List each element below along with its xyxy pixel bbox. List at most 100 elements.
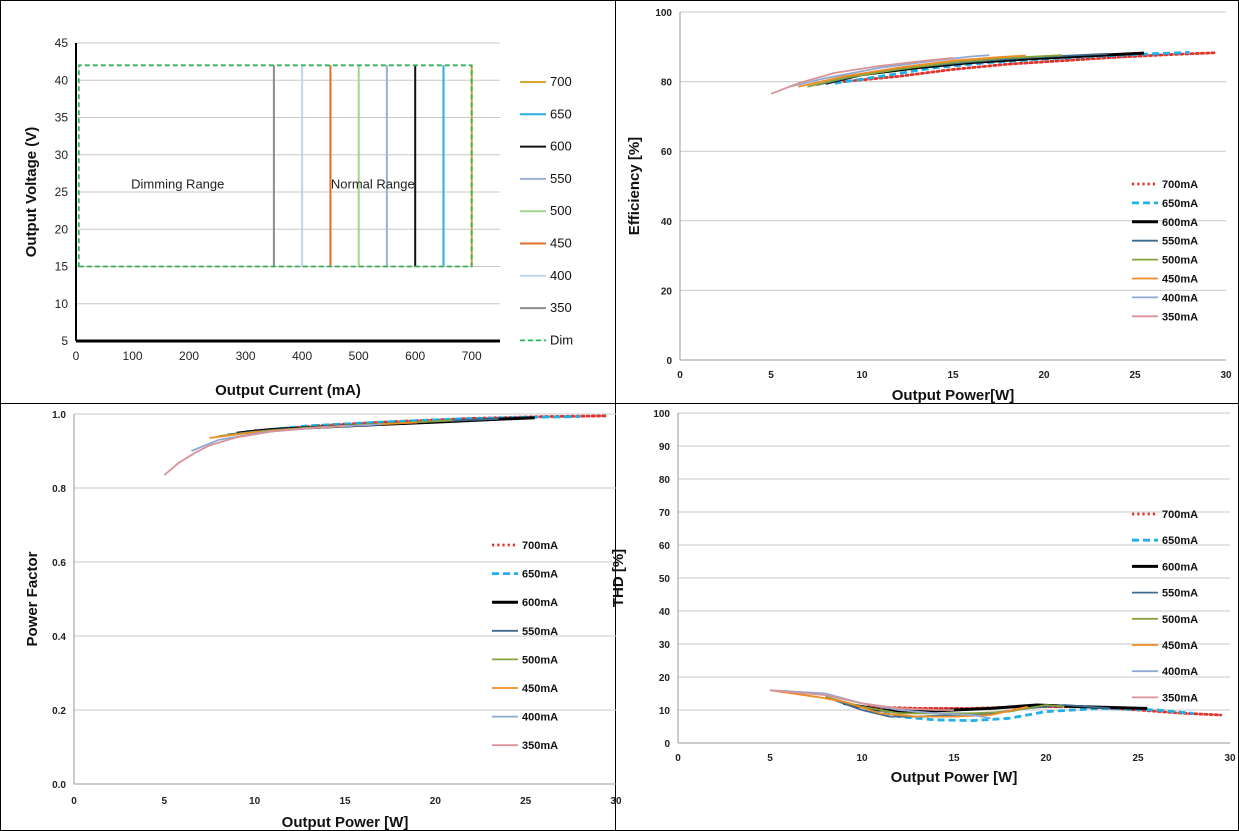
series-line-500ma xyxy=(807,54,1063,88)
series-line-400ma xyxy=(769,689,991,720)
region-label-normal-range: Normal Range xyxy=(331,176,415,191)
legend-label-400ma: 400mA xyxy=(1162,292,1198,304)
legend-label-600ma: 600mA xyxy=(522,597,558,609)
x-tick-label: 200 xyxy=(179,349,199,363)
series-line-400ma xyxy=(788,54,990,88)
series-line-350ma xyxy=(770,57,954,95)
y-axis-title: Power Factor xyxy=(24,551,41,646)
x-tick-label: 400 xyxy=(292,349,312,363)
y-tick-label: 40 xyxy=(659,607,671,618)
x-tick-label: 15 xyxy=(339,796,351,807)
x-tick-label: 20 xyxy=(1038,370,1050,381)
y-tick-label: 20 xyxy=(659,673,671,684)
legend-label-400ma: 400mA xyxy=(522,712,558,724)
x-tick-label: 20 xyxy=(430,796,442,807)
x-tick-label: 5 xyxy=(767,753,773,764)
x-axis-title: Output Power[W] xyxy=(892,387,1014,404)
y-axis-title: THD [%] xyxy=(610,549,627,607)
legend-label-450: 450 xyxy=(550,236,572,251)
y-tick-label: 80 xyxy=(661,78,673,89)
y-tick-label: 90 xyxy=(659,442,671,453)
x-tick-label: 700 xyxy=(462,349,482,363)
x-tick-label: 500 xyxy=(349,349,369,363)
y-tick-label: 0 xyxy=(666,356,672,367)
legend-label-350ma: 350mA xyxy=(1162,692,1198,704)
y-tick-label: 45 xyxy=(55,36,69,50)
legend-label-650ma: 650mA xyxy=(1162,535,1198,547)
y-tick-label: 40 xyxy=(661,217,673,228)
x-tick-label: 25 xyxy=(520,796,532,807)
legend-label-450ma: 450mA xyxy=(1162,274,1198,286)
x-tick-label: 30 xyxy=(610,796,622,807)
y-tick-label: 50 xyxy=(659,574,671,585)
legend-label-550ma: 550mA xyxy=(1162,588,1198,600)
legend-label-550: 550 xyxy=(550,171,572,186)
y-tick-label: 0 xyxy=(664,739,670,750)
series-line-650ma xyxy=(245,415,580,434)
series-line-350ma xyxy=(769,689,954,711)
legend-label-600ma: 600mA xyxy=(1162,561,1198,573)
series-line-dim xyxy=(77,64,473,268)
legend-label-500: 500 xyxy=(550,203,572,218)
series-line-450ma xyxy=(769,689,1028,718)
y-tick-label: 40 xyxy=(55,73,69,87)
legend-label-550ma: 550mA xyxy=(522,626,558,638)
legend-label-650ma: 650mA xyxy=(1162,198,1198,210)
x-tick-label: 5 xyxy=(768,370,774,381)
legend-label-450ma: 450mA xyxy=(522,683,558,695)
x-tick-label: 0 xyxy=(73,349,80,363)
x-axis-title: Output Current (mA) xyxy=(215,382,361,399)
y-tick-label: 0.4 xyxy=(52,632,66,643)
x-tick-label: 5 xyxy=(162,796,168,807)
legend-label-600ma: 600mA xyxy=(1162,217,1198,229)
y-tick-label: 30 xyxy=(659,640,671,651)
y-tick-label: 5 xyxy=(61,334,68,348)
legend-label-350: 350 xyxy=(550,300,572,315)
y-tick-label: 1.0 xyxy=(52,410,66,421)
y-tick-label: 100 xyxy=(653,409,670,420)
legend-label-700ma: 700mA xyxy=(1162,179,1198,191)
y-tick-label: 100 xyxy=(655,8,672,19)
x-tick-label: 10 xyxy=(856,753,868,764)
y-tick-label: 80 xyxy=(659,475,671,486)
region-label-dimming-range: Dimming Range xyxy=(131,176,224,191)
x-tick-label: 0 xyxy=(675,753,681,764)
legend-label-500ma: 500mA xyxy=(1162,614,1198,626)
y-tick-label: 10 xyxy=(659,706,671,717)
legend-label-500ma: 500mA xyxy=(1162,255,1198,267)
y-tick-label: 25 xyxy=(55,185,69,199)
x-tick-label: 10 xyxy=(856,370,868,381)
x-tick-label: 0 xyxy=(677,370,683,381)
legend-label-350ma: 350mA xyxy=(522,740,558,752)
x-tick-label: 30 xyxy=(1220,370,1232,381)
legend-label-400: 400 xyxy=(550,268,572,283)
legend-label-650ma: 650mA xyxy=(522,569,558,581)
legend-label-650: 650 xyxy=(550,106,572,121)
x-tick-label: 20 xyxy=(1040,753,1052,764)
y-tick-label: 10 xyxy=(55,297,69,311)
legend-label-700: 700 xyxy=(550,74,572,89)
legend-label-500ma: 500mA xyxy=(522,654,558,666)
y-tick-label: 20 xyxy=(55,222,69,236)
y-tick-label: 0.0 xyxy=(52,780,66,791)
y-tick-label: 20 xyxy=(661,286,673,297)
y-tick-label: 0.8 xyxy=(52,484,66,495)
y-tick-label: 30 xyxy=(55,148,69,162)
y-tick-label: 0.6 xyxy=(52,558,66,569)
legend-label-dim: Dim xyxy=(550,332,573,347)
series-line-450ma xyxy=(798,54,1026,88)
y-tick-label: 60 xyxy=(659,541,671,552)
y-tick-label: 60 xyxy=(661,147,673,158)
y-tick-label: 70 xyxy=(659,508,671,519)
y-tick-label: 35 xyxy=(55,111,69,125)
x-tick-label: 600 xyxy=(405,349,425,363)
series-line-700ma xyxy=(842,51,1219,83)
x-tick-label: 30 xyxy=(1224,753,1236,764)
legend-label-700ma: 700mA xyxy=(1162,509,1198,521)
legend-label-550ma: 550mA xyxy=(1162,236,1198,248)
x-tick-label: 15 xyxy=(948,753,960,764)
x-tick-label: 15 xyxy=(947,370,959,381)
